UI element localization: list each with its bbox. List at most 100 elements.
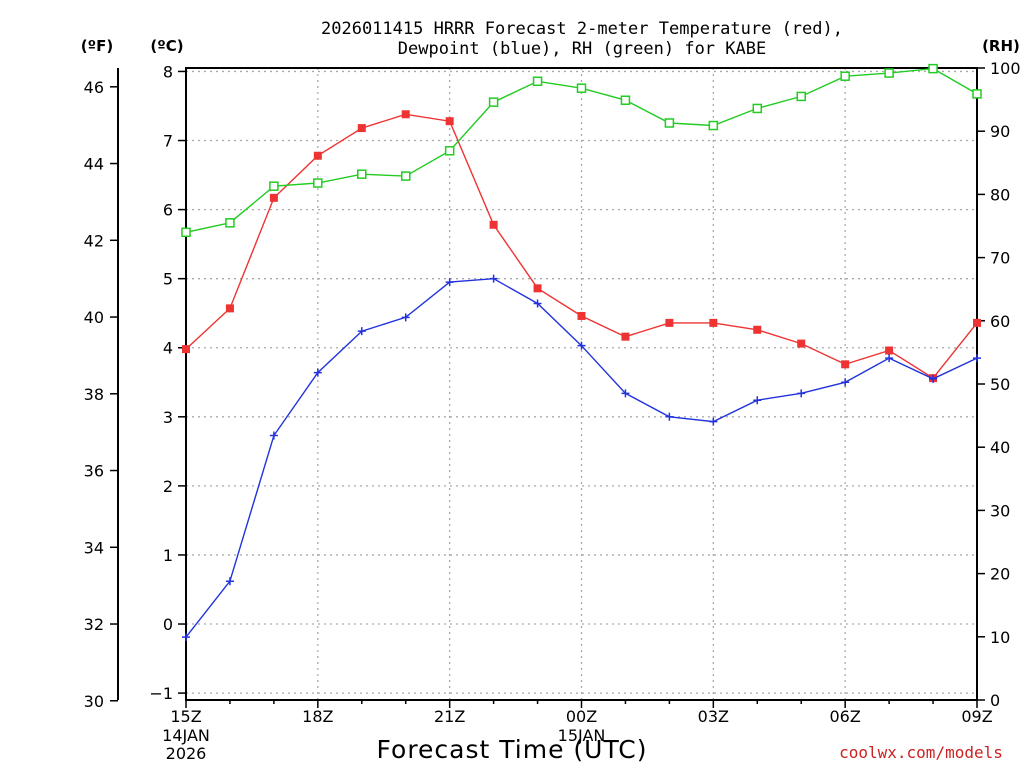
rh-point xyxy=(620,95,631,105)
rh-point xyxy=(576,83,587,93)
series-rh xyxy=(181,63,982,238)
temperature-point xyxy=(445,117,454,126)
rh-point xyxy=(928,63,938,74)
celsius-tick-label: 2 xyxy=(163,477,173,496)
dewpoint-point xyxy=(665,412,674,421)
dewpoint-point xyxy=(929,374,938,383)
dewpoint-point xyxy=(885,354,894,363)
rh-point xyxy=(225,218,235,228)
dewpoint-point xyxy=(489,274,498,283)
rh-point xyxy=(400,171,411,181)
fahrenheit-tick-label: 36 xyxy=(84,462,104,481)
temperature-point xyxy=(797,339,806,348)
rh-tick-label: 50 xyxy=(990,375,1010,394)
dewpoint-point xyxy=(182,633,190,642)
rh-point xyxy=(664,118,675,128)
chart-title-line1: 2026011415 HRRR Forecast 2-meter Tempera… xyxy=(321,19,843,39)
x-tick-label: 09Z xyxy=(961,707,992,726)
rh-tick-label: 40 xyxy=(990,438,1010,457)
temperature-point xyxy=(973,318,981,327)
dewpoint-point xyxy=(621,389,630,398)
celsius-tick-label: 0 xyxy=(163,615,173,634)
rh-point xyxy=(752,103,763,114)
axes: −101234567830323436384042444601020304050… xyxy=(84,59,1021,763)
celsius-unit-label: (ºC) xyxy=(150,37,183,55)
fahrenheit-tick-label: 44 xyxy=(84,155,104,174)
rh-tick-label: 0 xyxy=(990,691,1000,710)
temperature-point xyxy=(313,151,322,160)
grid-lines xyxy=(186,68,977,700)
fahrenheit-tick-label: 42 xyxy=(84,231,104,250)
rh-tick-label: 80 xyxy=(990,185,1010,204)
celsius-tick-label: 8 xyxy=(163,62,173,81)
dewpoint-point xyxy=(313,368,322,377)
temperature-point xyxy=(753,325,762,334)
fahrenheit-tick-label: 38 xyxy=(84,385,104,404)
x-tick-label: 15Z xyxy=(170,707,201,726)
credit-label: coolwx.com/models xyxy=(839,743,1003,762)
temperature-point xyxy=(841,360,850,369)
dewpoint-point xyxy=(401,313,410,322)
celsius-tick-label: 7 xyxy=(163,132,173,151)
temperature-point xyxy=(577,311,586,320)
dewpoint-point xyxy=(577,341,586,350)
dewpoint-point xyxy=(797,389,806,398)
dewpoint-point xyxy=(225,577,234,586)
fahrenheit-tick-label: 32 xyxy=(84,615,104,634)
rh-point xyxy=(884,68,894,78)
temperature-point xyxy=(709,318,718,327)
temperature-point xyxy=(533,284,542,293)
rh-tick-label: 30 xyxy=(990,501,1010,520)
rh-tick-label: 100 xyxy=(990,59,1021,78)
x-date-label: 15JAN xyxy=(558,726,606,745)
dewpoint-point xyxy=(445,278,454,287)
celsius-tick-label: 1 xyxy=(163,546,173,565)
celsius-tick-label: 6 xyxy=(163,201,173,220)
temperature-point xyxy=(357,124,366,133)
fahrenheit-tick-label: 30 xyxy=(84,692,104,711)
celsius-tick-label: 4 xyxy=(163,339,173,358)
dewpoint-point xyxy=(973,354,981,363)
dewpoint-point xyxy=(269,431,278,440)
series-dewpoint xyxy=(182,274,981,642)
x-tick-label: 21Z xyxy=(434,707,465,726)
x-tick-label: 03Z xyxy=(698,707,729,726)
x-tick-label: 06Z xyxy=(830,707,861,726)
x-tick-label: 00Z xyxy=(566,707,597,726)
temperature-point xyxy=(401,110,410,119)
celsius-tick-label: 3 xyxy=(163,408,173,427)
temperature-point xyxy=(489,220,498,229)
rh-point xyxy=(313,178,323,188)
rh-point xyxy=(796,91,806,102)
x-axis-label: Forecast Time (UTC) xyxy=(377,735,648,764)
rh-point xyxy=(444,146,455,156)
fahrenheit-tick-label: 40 xyxy=(84,308,104,327)
fahrenheit-unit-label: (ºF) xyxy=(81,37,113,55)
x-date-label: 2026 xyxy=(166,744,207,763)
rh-unit-label: (RH) xyxy=(982,37,1020,55)
rh-tick-label: 10 xyxy=(990,628,1010,647)
dewpoint-point xyxy=(841,378,850,387)
data-series xyxy=(181,63,982,642)
rh-tick-label: 90 xyxy=(990,122,1010,141)
temperature-point xyxy=(225,304,234,313)
rh-tick-label: 60 xyxy=(990,312,1010,331)
rh-point xyxy=(488,97,499,107)
dewpoint-point xyxy=(709,417,718,426)
rh-tick-label: 20 xyxy=(990,565,1010,584)
rh-point xyxy=(708,120,719,131)
dewpoint-point xyxy=(533,299,542,308)
celsius-tick-label: 5 xyxy=(163,270,173,289)
temperature-point xyxy=(182,345,190,354)
celsius-tick-label: −1 xyxy=(149,684,173,703)
temperature-point xyxy=(885,346,894,355)
series-temperature xyxy=(182,110,981,383)
rh-tick-label: 70 xyxy=(990,249,1010,268)
fahrenheit-tick-label: 46 xyxy=(84,78,104,97)
rh-point xyxy=(532,76,543,87)
chart-title-line2: Dewpoint (blue), RH (green) for KABE xyxy=(398,39,766,59)
dewpoint-point xyxy=(357,327,366,336)
plot-frame xyxy=(185,67,978,701)
fahrenheit-tick-label: 34 xyxy=(84,538,104,557)
temperature-point xyxy=(621,332,630,341)
